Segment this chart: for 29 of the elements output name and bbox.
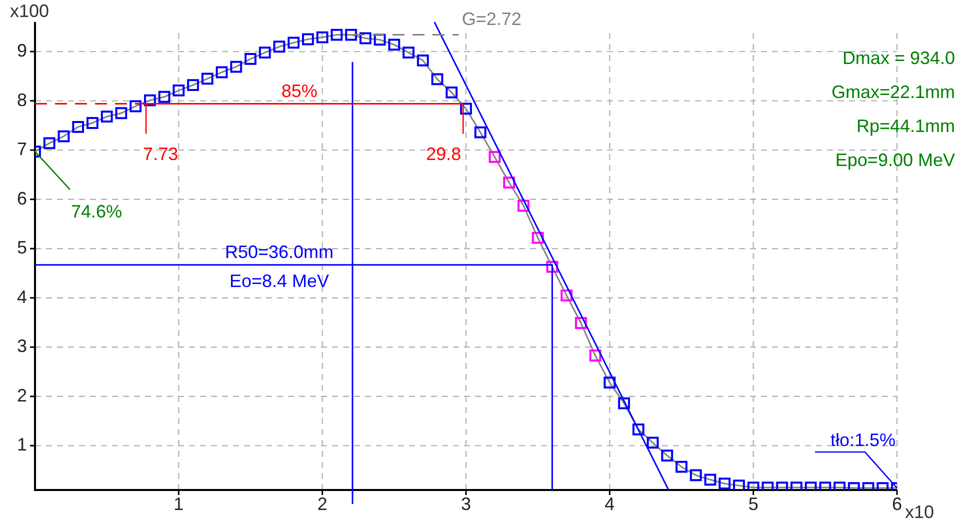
y-axis-title: x100 (10, 1, 50, 21)
y-tick-label: 2 (16, 385, 27, 406)
annotation: R50=36.0mm (224, 242, 334, 262)
y-tick-label: 9 (16, 40, 27, 61)
annotation: Eo=8.4 MeV (229, 270, 330, 291)
x-tick-label: 3 (460, 494, 472, 514)
annotation: Gmax=22.1mm (831, 82, 955, 102)
annotation: tło:1.5% (830, 430, 896, 450)
y-tick-label: 6 (16, 188, 27, 208)
annotation: 7.73 (143, 144, 178, 164)
y-tick-label: 3 (16, 336, 27, 356)
annotation: G=2.72 (462, 8, 522, 29)
x-tick-label: 2 (317, 494, 328, 514)
annotation: Epo=9.00 MeV (835, 150, 955, 170)
x-tick-label: 4 (604, 494, 615, 514)
x-tick-label: 1 (174, 494, 184, 514)
annotation: Dmax = 934.0 (842, 48, 955, 68)
y-tick-label: 5 (16, 238, 27, 258)
x-tick-label: 6 (892, 494, 902, 514)
y-tick-label: 1 (16, 434, 27, 455)
annotation: 74.6% (71, 202, 122, 222)
y-tick-label: 7 (16, 139, 27, 160)
x-tick-label: 5 (748, 494, 758, 514)
annotation: 29.8 (426, 144, 462, 164)
y-tick-label: 4 (16, 286, 27, 307)
x-axis-title: x10 (905, 502, 934, 522)
y-tick-label: 8 (16, 90, 27, 110)
annotation: 85% (281, 80, 318, 101)
annotation: Rp=44.1mm (856, 116, 955, 136)
